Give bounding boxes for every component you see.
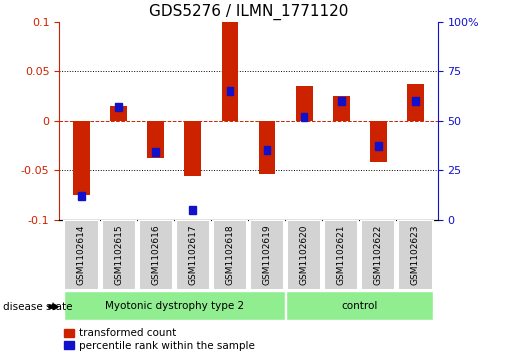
- Text: Myotonic dystrophy type 2: Myotonic dystrophy type 2: [105, 301, 244, 311]
- FancyBboxPatch shape: [139, 220, 173, 290]
- Text: GSM1102615: GSM1102615: [114, 225, 123, 285]
- Bar: [110, 106, 127, 121]
- Text: GSM1102618: GSM1102618: [226, 225, 234, 285]
- Bar: [370, 121, 387, 162]
- Bar: [78, 192, 85, 200]
- Text: GSM1102619: GSM1102619: [263, 225, 271, 285]
- Bar: [73, 121, 90, 195]
- Text: disease state: disease state: [3, 302, 72, 312]
- FancyBboxPatch shape: [101, 220, 135, 290]
- Text: GSM1102614: GSM1102614: [77, 225, 86, 285]
- Bar: [412, 97, 419, 105]
- Bar: [147, 121, 164, 158]
- Text: GSM1102616: GSM1102616: [151, 225, 160, 285]
- Text: GSM1102623: GSM1102623: [411, 225, 420, 285]
- Bar: [301, 113, 307, 121]
- FancyBboxPatch shape: [287, 220, 321, 290]
- Title: GDS5276 / ILMN_1771120: GDS5276 / ILMN_1771120: [149, 4, 348, 20]
- FancyBboxPatch shape: [399, 220, 433, 290]
- Text: GSM1102617: GSM1102617: [188, 225, 197, 285]
- Bar: [264, 146, 270, 154]
- Text: GSM1102621: GSM1102621: [337, 225, 346, 285]
- Bar: [407, 84, 424, 121]
- FancyBboxPatch shape: [213, 220, 247, 290]
- Bar: [338, 97, 345, 105]
- Bar: [115, 103, 122, 111]
- FancyBboxPatch shape: [64, 291, 285, 320]
- FancyBboxPatch shape: [324, 220, 358, 290]
- Bar: [190, 206, 196, 214]
- Bar: [333, 96, 350, 121]
- Bar: [221, 22, 238, 121]
- Bar: [184, 121, 201, 176]
- Text: control: control: [341, 301, 378, 311]
- Text: GSM1102622: GSM1102622: [374, 225, 383, 285]
- FancyBboxPatch shape: [286, 291, 433, 320]
- Legend: transformed count, percentile rank within the sample: transformed count, percentile rank withi…: [64, 328, 255, 351]
- FancyBboxPatch shape: [250, 220, 284, 290]
- Bar: [152, 148, 159, 156]
- FancyBboxPatch shape: [64, 220, 98, 290]
- Bar: [375, 142, 382, 150]
- Bar: [227, 87, 233, 95]
- Bar: [259, 121, 276, 174]
- Text: GSM1102620: GSM1102620: [300, 225, 308, 285]
- Bar: [296, 86, 313, 121]
- FancyBboxPatch shape: [362, 220, 396, 290]
- FancyBboxPatch shape: [176, 220, 210, 290]
